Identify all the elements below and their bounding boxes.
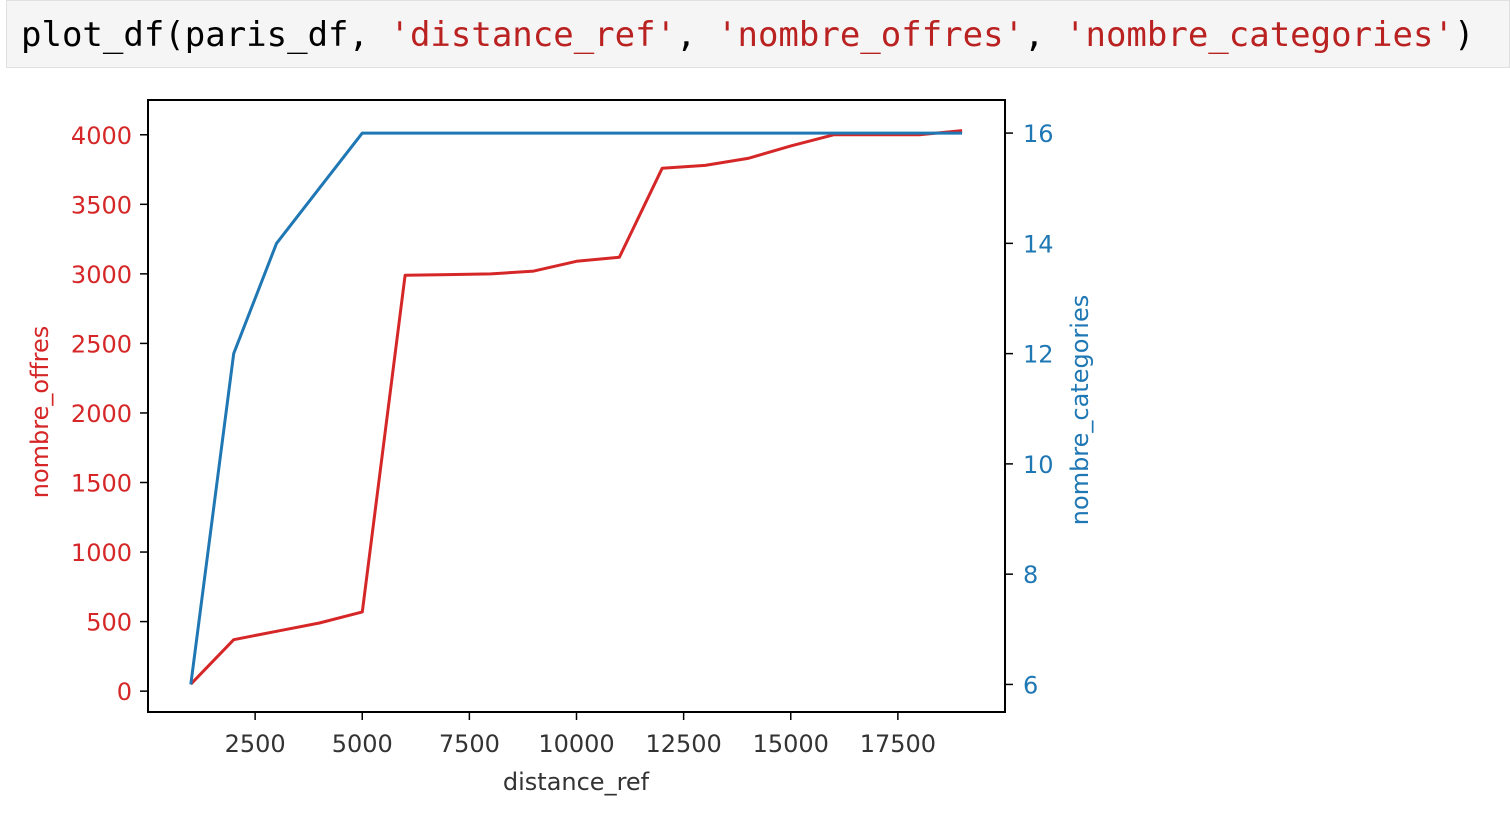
code-cell[interactable]: plot_df(paris_df, 'distance_ref', 'nombr… [6, 0, 1510, 68]
y-tick-label: 2000 [71, 400, 132, 428]
y2-tick-label: 12 [1023, 341, 1054, 369]
code-string-token: 'distance_ref' [389, 15, 677, 55]
y2-tick-label: 8 [1023, 561, 1038, 589]
code-token: ) [1453, 15, 1475, 55]
y-tick-label: 3000 [71, 261, 132, 289]
code-token: , [676, 15, 717, 55]
y-tick-label: 1500 [71, 470, 132, 498]
y-tick-label: 1000 [71, 539, 132, 567]
y2-tick-label: 10 [1023, 451, 1054, 479]
code-token: plot_df(paris_df, [21, 15, 390, 55]
x-tick-label: 2500 [225, 730, 286, 758]
x-tick-label: 15000 [753, 730, 829, 758]
code-line: plot_df(paris_df, 'distance_ref', 'nombr… [21, 13, 1474, 57]
y-axis-left-ticks: 0 500 1000 1500 2000 2500 3000 3500 4000 [71, 122, 148, 706]
y2-tick-label: 16 [1023, 120, 1054, 148]
x-tick-label: 10000 [538, 730, 614, 758]
y-axis-right-label: nombre_categories [1066, 295, 1094, 525]
code-string-token: 'nombre_categories' [1065, 15, 1454, 55]
series-line-nombre-offres [189, 129, 963, 686]
series-line-nombre-categories [189, 131, 963, 685]
y-tick-label: 2500 [71, 330, 132, 358]
x-axis-label: distance_ref [503, 768, 650, 796]
x-tick-label: 17500 [860, 730, 936, 758]
x-tick-label: 7500 [439, 730, 500, 758]
series-lines [189, 129, 963, 686]
y-axis-left-label: nombre_offres [26, 326, 54, 498]
y-tick-label: 500 [86, 609, 132, 637]
plot-area-frame [147, 99, 1006, 713]
y-tick-label: 4000 [71, 122, 132, 150]
y-tick-label: 0 [117, 678, 132, 706]
x-tick-label: 5000 [332, 730, 393, 758]
y-axis-right-ticks: 6 8 10 12 14 16 [1005, 120, 1054, 699]
y2-tick-label: 6 [1023, 671, 1038, 699]
x-tick-label: 12500 [645, 730, 721, 758]
code-string-token: 'nombre_offres' [717, 15, 1025, 55]
y2-tick-label: 14 [1023, 230, 1054, 258]
code-token: , [1024, 15, 1065, 55]
x-axis-ticks: 2500 5000 7500 10000 12500 15000 17500 [225, 712, 936, 758]
y-tick-label: 3500 [71, 191, 132, 219]
